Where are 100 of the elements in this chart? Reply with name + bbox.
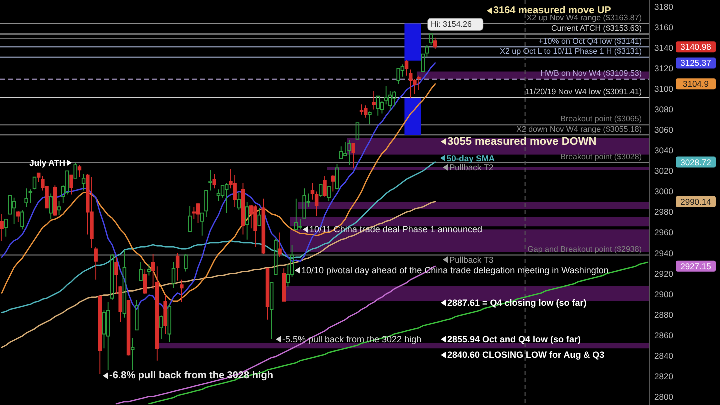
candlestick — [433, 37, 438, 50]
candlestick — [110, 254, 114, 301]
candlestick — [339, 146, 344, 160]
y-tick-label: 2920 — [654, 268, 674, 279]
candlestick — [188, 206, 192, 232]
y-tick-label: 3040 — [654, 146, 674, 156]
annotation: 2840.60 CLOSING LOW for Aug & Q3 — [448, 350, 605, 360]
candlestick — [160, 315, 164, 340]
y-tick-label: 2840 — [654, 350, 674, 361]
candlestick — [241, 183, 246, 236]
candlestick — [404, 60, 409, 76]
candlestick — [53, 185, 58, 217]
candlestick — [94, 246, 98, 280]
annotation: 2855.94 Oct and Q4 low (so far) — [448, 334, 582, 344]
candlestick — [294, 198, 298, 230]
candlestick — [143, 269, 148, 295]
candlestick — [225, 183, 229, 214]
text: 3140.98 — [680, 42, 712, 52]
candlestick — [208, 170, 212, 192]
ref-line-label: Breakout point ($3028) — [560, 152, 642, 162]
candlestick — [24, 188, 28, 208]
y-tick-label: 2940 — [654, 248, 674, 258]
ref-line-label: HWB on Nov W4 ($3109.53) — [540, 69, 642, 78]
annotation: 3055 measured move DOWN — [448, 136, 597, 148]
candlestick — [70, 174, 74, 196]
y-tick-label: 3100 — [654, 84, 674, 94]
candlestick — [172, 262, 176, 289]
candlestick — [302, 188, 306, 219]
candlestick — [74, 162, 78, 179]
candlestick — [57, 200, 62, 216]
candlestick — [147, 264, 152, 276]
y-tick-label: 2980 — [654, 207, 674, 218]
candlestick — [266, 268, 270, 320]
candlestick — [49, 193, 53, 220]
candlestick — [408, 69, 413, 98]
candlestick — [323, 176, 327, 198]
candlestick — [364, 105, 368, 118]
candlestick — [417, 75, 421, 91]
annotation: 2887.61 = Q4 closing low (so far) — [448, 298, 587, 308]
candlestick — [274, 238, 278, 276]
ref-line-label: Breakout point ($3065) — [560, 114, 642, 124]
candlestick — [122, 250, 127, 318]
y-tick-label: 3140 — [654, 43, 674, 54]
candlestick — [135, 300, 139, 331]
candlestick — [164, 294, 168, 335]
candlestick — [425, 44, 430, 58]
ref-line-label: Current ATCH ($3153.63) — [551, 24, 642, 33]
text: 2990.14 — [680, 196, 712, 207]
candlestick — [204, 190, 208, 218]
y-tick-label: 3180 — [654, 2, 674, 12]
candlestick — [106, 302, 110, 371]
y-tick-label: 2800 — [654, 392, 674, 402]
y-tick-label: 3120 — [654, 64, 674, 74]
candlestick — [314, 191, 319, 217]
candlestick — [258, 208, 262, 226]
candlestick — [376, 96, 380, 116]
candlestick — [216, 189, 221, 202]
candlestick — [184, 254, 188, 272]
candlestick — [32, 176, 37, 190]
candlestick — [237, 192, 242, 211]
text: 3104.9 — [683, 79, 710, 90]
text: 3028.72 — [680, 157, 712, 168]
ref-line-label: X2 up Oct L to 10/11 Phase 1 H ($3131) — [500, 47, 642, 56]
y-tick-label: 2860 — [654, 330, 674, 340]
candlestick — [319, 184, 323, 198]
candlestick — [12, 197, 16, 225]
candlestick — [372, 90, 376, 110]
candlestick — [310, 183, 315, 200]
candlestick — [176, 252, 180, 282]
y-tick-label: 3080 — [654, 104, 674, 115]
candlestick — [192, 206, 196, 220]
candlestick — [28, 189, 33, 204]
y-tick-label: 2960 — [654, 228, 674, 238]
candlestick — [20, 210, 24, 230]
annotation: Hi: 3154.26 — [431, 20, 472, 30]
annotation: Pullback T3 — [450, 254, 494, 265]
candlestick — [0, 214, 4, 242]
candlestick — [180, 279, 184, 303]
candlestick — [130, 338, 135, 371]
ref-line-label: Gap and Breakout point ($2938) — [528, 244, 642, 254]
y-tick-label: 2820 — [654, 371, 674, 382]
candlestick — [356, 122, 360, 140]
text: 2927.15 — [680, 261, 712, 272]
candlestick — [168, 304, 172, 343]
legend-label: 50-day SMA — [446, 153, 496, 164]
candlestick — [331, 174, 336, 192]
y-tick-label: 3020 — [654, 166, 674, 176]
candlestick — [139, 262, 143, 282]
candlestick — [196, 202, 200, 224]
annotation: July ATH — [30, 158, 66, 168]
y-tick-label: 3000 — [654, 186, 674, 197]
candlestick — [282, 268, 286, 302]
candlestick — [429, 33, 434, 46]
candlestick — [335, 164, 340, 190]
y-tick-label: 3060 — [654, 125, 674, 136]
candlestick — [98, 296, 102, 375]
candlestick — [245, 202, 250, 240]
candlestick — [348, 140, 352, 166]
candlestick — [262, 198, 266, 255]
candlestick — [4, 218, 8, 238]
